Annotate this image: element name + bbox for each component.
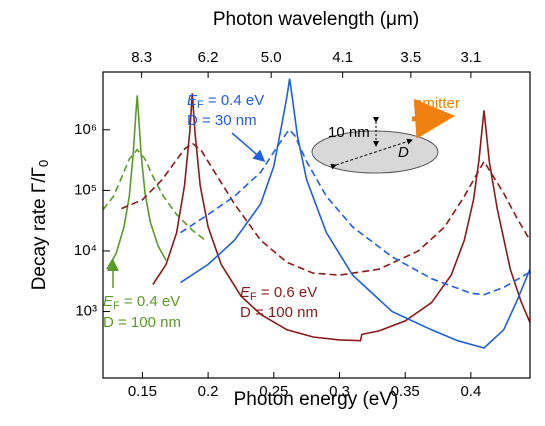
ann-e: E xyxy=(187,92,198,109)
x2-tick-label: 6.2 xyxy=(198,49,219,66)
x-tick-label: 0.15 xyxy=(128,383,157,400)
annotation: D = 30 nm xyxy=(187,112,257,129)
emitter-arrow xyxy=(411,98,455,139)
x2-tick-label: 8.3 xyxy=(131,49,152,66)
ann-rest: = 0.4 eV xyxy=(120,293,180,310)
series-line xyxy=(121,142,530,276)
x2-tick-label: 3.5 xyxy=(400,49,421,66)
y-axis-label-main: Decay rate Γ/Γ xyxy=(29,167,50,290)
y-tick-label: 10⁴ xyxy=(74,242,97,259)
series-line xyxy=(103,148,206,241)
x-tick-label: 0.25 xyxy=(259,383,288,400)
ann-e: E xyxy=(103,293,114,310)
ann-sub: F xyxy=(113,300,120,312)
inset: emitter 10 nm D xyxy=(311,95,460,174)
series-line xyxy=(106,95,167,270)
ann-sub: F xyxy=(250,291,257,303)
y-tick-label: 10⁵ xyxy=(74,181,97,198)
annotation: D = 100 nm xyxy=(103,314,181,331)
ann-rest: = 0.4 eV xyxy=(204,92,264,109)
frame xyxy=(102,71,531,379)
x-tick-label: 0.3 xyxy=(329,383,350,400)
x-tick-label: 0.35 xyxy=(391,383,420,400)
x-tick-label: 0.2 xyxy=(198,383,219,400)
arrow xyxy=(231,132,266,162)
annotation: EF = 0.4 eV xyxy=(187,92,264,111)
annotation: D = 100 nm xyxy=(240,304,318,321)
ann-sub: F xyxy=(197,99,204,111)
series-line xyxy=(180,128,530,296)
y-tick-label: 10³ xyxy=(75,303,97,320)
inset-label: emitter xyxy=(414,95,460,112)
x2-tick-label: 5.0 xyxy=(261,49,282,66)
diameter-arrow xyxy=(330,138,413,170)
y-tick-label: 10⁶ xyxy=(74,121,97,138)
inset-label: D xyxy=(398,144,409,161)
x-tick-label: 0.4 xyxy=(460,383,481,400)
ann-e: E xyxy=(240,284,251,301)
x2-tick-label: 3.1 xyxy=(460,49,481,66)
y-axis-label-sub: 0 xyxy=(36,160,51,167)
ann-rest: = 0.6 eV xyxy=(257,284,317,301)
inset-label: 10 nm xyxy=(328,124,370,141)
x-axis-label: Photon energy (eV) xyxy=(234,389,399,410)
annotation: EF = 0.6 eV xyxy=(240,284,317,303)
series-line xyxy=(180,78,530,349)
annotation: EF = 0.4 eV xyxy=(103,293,180,312)
y-axis-label: Decay rate Γ/Γ0 xyxy=(29,160,51,291)
x2-axis-label: Photon wavelength (μm) xyxy=(213,9,419,30)
plot-area xyxy=(103,78,530,349)
x2-tick-label: 4.1 xyxy=(332,49,353,66)
series-line xyxy=(152,93,530,342)
